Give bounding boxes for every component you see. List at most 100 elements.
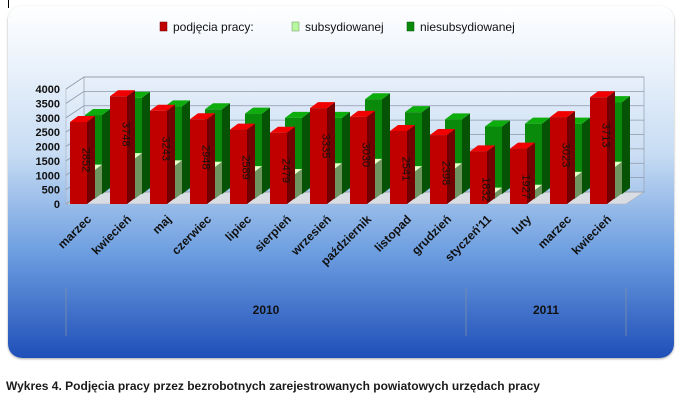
y-tick-label: 2500 — [36, 127, 60, 139]
legend-label-3: niesubsydiowanej — [420, 20, 515, 34]
bar-2-4-side — [262, 107, 270, 195]
bar-0-4-top — [230, 123, 255, 130]
bar-1-6-side — [334, 163, 342, 200]
bar-0-1-side — [127, 90, 135, 204]
bar-0-13-side — [607, 91, 615, 204]
bar-0-0 — [70, 116, 95, 204]
legend-label-2: subsydiowanej — [305, 20, 384, 34]
x-tick-label: kwiecień — [569, 212, 614, 257]
bar-2-7-side — [382, 93, 390, 195]
bar-2-9-top — [445, 113, 470, 120]
bar-0-6 — [310, 102, 335, 204]
x-tick-label: listopad — [372, 212, 414, 254]
figure-caption: Wykres 4. Podjęcia pracy przez bezrobotn… — [6, 379, 540, 393]
bar-1-2-side — [174, 160, 182, 200]
bar-2-11-top — [525, 117, 550, 124]
bar-0-7-top — [350, 110, 375, 117]
bar-1-8-side — [414, 166, 422, 200]
bar-0-7-front — [350, 116, 367, 204]
x-tick-label: kwiecień — [89, 212, 134, 257]
bar-2-8-top — [405, 106, 430, 113]
bar-1-12-side — [574, 171, 582, 200]
y-tick-label: 3500 — [36, 98, 60, 110]
y-tick-label: 500 — [42, 185, 60, 197]
y-tick-label: 1000 — [36, 170, 60, 182]
bar-2-11-side — [542, 117, 550, 195]
x-tick-label: luty — [509, 212, 534, 237]
bar-0-1-top — [110, 90, 135, 97]
bar-2-3-side — [222, 103, 230, 195]
bar-0-13-top — [590, 91, 615, 98]
x-tick-label: lipiec — [223, 212, 255, 244]
bar-1-1-side — [134, 153, 142, 200]
data-label: 3023 — [560, 143, 572, 167]
bar-2-10-side — [502, 120, 510, 195]
bar-0-9-side — [447, 129, 455, 204]
bar-0-11-front — [510, 148, 527, 204]
bar-1-4-side — [254, 166, 262, 200]
bar-0-10 — [470, 145, 495, 204]
bar-2-0-top — [85, 109, 110, 116]
y-tick-label: 2000 — [36, 142, 60, 154]
legend-swatch-2 — [291, 21, 300, 32]
bar-0-11 — [510, 142, 535, 204]
bar-0-4-front — [230, 129, 247, 204]
bar-0-0-top — [70, 116, 95, 123]
bar-0-3-side — [207, 113, 215, 204]
bar-0-2-side — [167, 104, 175, 204]
data-label: 2948 — [200, 145, 212, 169]
bar-2-8-side — [422, 106, 430, 195]
bar-0-9-front — [430, 135, 447, 204]
bar-0-8-front — [390, 130, 407, 204]
data-label: 3030 — [360, 143, 372, 167]
bar-0-12 — [550, 111, 575, 204]
bar-0-5 — [270, 126, 295, 204]
bar-0-3-front — [190, 119, 207, 204]
bar-2-13-side — [622, 96, 630, 195]
data-label: 3713 — [600, 123, 612, 147]
bar-0-0-front — [70, 122, 87, 204]
bar-0-7 — [350, 110, 375, 204]
legend-swatch-3 — [406, 21, 415, 32]
bar-0-3 — [190, 113, 215, 204]
bar-2-0-side — [102, 109, 110, 195]
y-tick-label: 1500 — [36, 156, 60, 168]
year-group-label: 2011 — [533, 303, 559, 317]
bar-1-7-side — [374, 158, 382, 200]
bar-2-5-top — [285, 111, 310, 118]
bar-0-7-side — [367, 110, 375, 204]
bar-chart: podjęcia pracy: subsydiowanej niesubsydiow… — [36, 20, 645, 336]
bar-1-5-side — [294, 168, 302, 200]
y-tick-label: 0 — [54, 199, 60, 211]
bar-0-0-side — [87, 116, 95, 204]
data-label: 3335 — [320, 134, 332, 158]
x-tick-label: marzec — [535, 212, 574, 251]
bar-2-10-top — [485, 120, 510, 127]
bar-1-9-side — [454, 163, 462, 200]
bar-0-5-front — [270, 132, 287, 204]
y-tick-label: 3000 — [36, 113, 60, 125]
bar-0-10-top — [470, 145, 495, 152]
bar-1-10-side — [494, 187, 502, 200]
bar-0-11-top — [510, 142, 535, 149]
legend-swatch-1 — [159, 21, 168, 32]
bar-2-2-side — [182, 100, 190, 195]
x-tick-label: marzec — [55, 212, 94, 251]
bar-0-2 — [150, 104, 175, 204]
bar-0-4-side — [247, 123, 255, 204]
bar-0-1-front — [110, 96, 127, 204]
data-label: 2541 — [400, 157, 412, 181]
data-label: 2479 — [280, 158, 292, 182]
bar-2-12-side — [582, 117, 590, 195]
data-label: 3748 — [120, 122, 132, 146]
bar-0-9 — [430, 129, 455, 204]
x-tick-label: maj — [150, 212, 175, 237]
x-tick-label: czerwiec — [169, 212, 215, 258]
bar-0-6-side — [327, 102, 335, 204]
bar-0-12-top — [550, 111, 575, 118]
bar-2-4-top — [245, 107, 270, 114]
bar-0-6-top — [310, 102, 335, 109]
data-label: 2852 — [80, 148, 92, 172]
bar-0-11-side — [527, 142, 535, 204]
bar-0-10-front — [470, 151, 487, 204]
